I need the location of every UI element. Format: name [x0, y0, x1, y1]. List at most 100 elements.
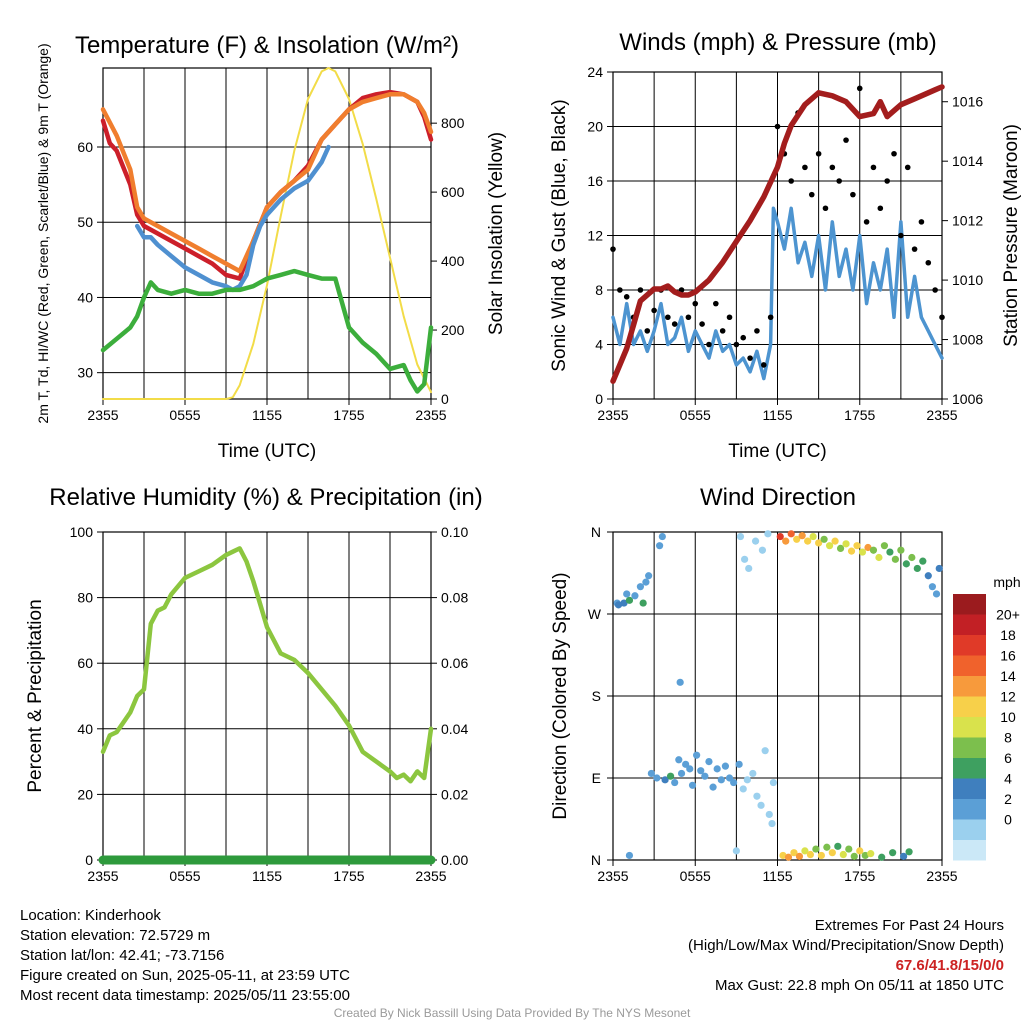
wind-direction-point [828, 849, 836, 857]
wind-direction-point [647, 769, 655, 778]
wind-direction-point [869, 546, 878, 554]
colorbar-label: 16 [1000, 648, 1016, 664]
wind-direction-point [645, 572, 653, 580]
winds-panel-title: Winds (mph) & Pressure (mb) [619, 29, 936, 56]
colorbar-swatch [953, 778, 986, 799]
gust-point [610, 246, 616, 252]
gust-point [699, 321, 705, 327]
extremes-subtitle: (High/Low/Max Wind/Precipitation/Snow De… [688, 937, 1004, 954]
wind-direction-point [675, 756, 683, 764]
colorbar-label: 6 [1004, 750, 1012, 766]
wind-direction-point [749, 769, 757, 778]
x-tick-label: 2355 [87, 868, 118, 884]
wind-direction-point [817, 851, 825, 860]
wind-direction-point [878, 853, 886, 861]
wind-direction-point [743, 776, 751, 784]
gust-point [863, 219, 870, 225]
direction-y-axis-label: Direction (Colored By Speed) [550, 572, 571, 819]
extremes-summary: Extremes For Past 24 Hours (High/Low/Max… [688, 916, 1004, 996]
gust-point [870, 164, 877, 171]
y-tick-label: 60 [77, 139, 93, 155]
wind-direction-point [787, 530, 795, 538]
wind-direction-point [620, 599, 628, 607]
y2-tick-label: 0 [441, 391, 449, 407]
x-tick-label: 0555 [169, 868, 200, 884]
station-info: Location: Kinderhook Station elevation: … [20, 906, 350, 1006]
gust-point [856, 85, 863, 92]
9m-t-orange-line [100, 92, 434, 274]
wind-direction-point [623, 590, 631, 598]
wind-x-axis-label: Time (UTC) [728, 441, 827, 462]
y-tick-label: 20 [587, 119, 603, 135]
wind-direction-point [839, 850, 847, 859]
wind-direction-point [751, 537, 760, 545]
wind-direction-point [850, 852, 858, 860]
gust-point [644, 328, 651, 334]
colorbar-label: 2 [1004, 791, 1012, 807]
colorbar-label: 12 [1000, 689, 1016, 705]
gust-point [836, 178, 842, 184]
gust-point [733, 341, 740, 348]
wind-direction-point [639, 599, 647, 607]
direction-tick-label: N [591, 852, 601, 868]
colorbar-swatch [953, 696, 986, 717]
gust-point [665, 314, 671, 321]
gust-point [671, 321, 678, 327]
y-tick-label: 40 [77, 721, 93, 737]
gust-point [925, 259, 932, 266]
figure-created: Figure created on Sun, 2025-05-11, at 23… [20, 967, 350, 984]
y-tick-label: 40 [77, 289, 93, 305]
gust-point [740, 334, 747, 341]
y2-tick-label: 800 [441, 115, 465, 131]
colorbar-title: mph [993, 574, 1020, 590]
x-tick-label: 2355 [415, 407, 446, 423]
wind-direction-point [713, 765, 721, 773]
x-tick-label: 1155 [762, 407, 792, 423]
colorbar-swatch [953, 819, 986, 840]
x-tick-label: 2355 [926, 407, 957, 423]
wind-direction-point [709, 783, 717, 791]
wind-direction-point [658, 532, 666, 541]
wind-direction-point [701, 772, 709, 780]
x-tick-label: 2355 [597, 868, 628, 884]
wind-direction-point [924, 572, 932, 580]
y-tick-label: 0 [85, 852, 93, 868]
wind-direction-point [856, 847, 864, 855]
wind-direction-point [812, 845, 820, 853]
wind-direction-point [676, 678, 684, 686]
temperature-insolation-chart: 2355 0555 1155 1755 235530405060020040060080… [35, 43, 507, 462]
wind-direction-point [801, 847, 809, 855]
colorbar-swatch [953, 635, 986, 656]
wind-direction-point [815, 539, 823, 547]
temperature-panel-title: Temperature (F) & Insolation (W/m²) [75, 32, 459, 59]
y2-tick-label: 1014 [952, 153, 983, 169]
direction-tick-label: S [592, 688, 601, 704]
gust-point [891, 150, 897, 157]
wind-direction-point [798, 532, 806, 540]
colorbar-label: 4 [1004, 771, 1012, 787]
gust-point [802, 164, 808, 171]
y-tick-label: 100 [70, 524, 94, 540]
credit-line: Created By Nick Bassill Using Data Provi… [333, 1006, 691, 1020]
wind-direction-point [891, 555, 899, 563]
wind-direction-point [745, 564, 753, 573]
wind-direction-point [842, 540, 850, 548]
direction-tick-label: E [592, 770, 601, 786]
colorbar-label: 8 [1004, 730, 1012, 746]
x-tick-label: 0555 [680, 868, 711, 884]
wind-direction-point [858, 548, 867, 556]
x-tick-label: 1155 [252, 868, 282, 884]
winds-pressure-chart: 2355 0555 1155 1755 235504812162024100610081… [549, 64, 1022, 462]
gust-point [884, 178, 890, 184]
gust-point [829, 164, 836, 171]
gust-point [706, 341, 712, 348]
wind-direction-point [836, 544, 845, 553]
wind-direction-point [671, 778, 679, 787]
y-tick-label: 12 [587, 228, 603, 244]
y-tick-label: 60 [77, 655, 93, 671]
gust-point [843, 137, 849, 143]
wind-direction-point [761, 747, 769, 755]
wind-direction-point [757, 801, 765, 809]
x-tick-label: 2355 [597, 407, 628, 423]
gust-point [932, 287, 938, 293]
